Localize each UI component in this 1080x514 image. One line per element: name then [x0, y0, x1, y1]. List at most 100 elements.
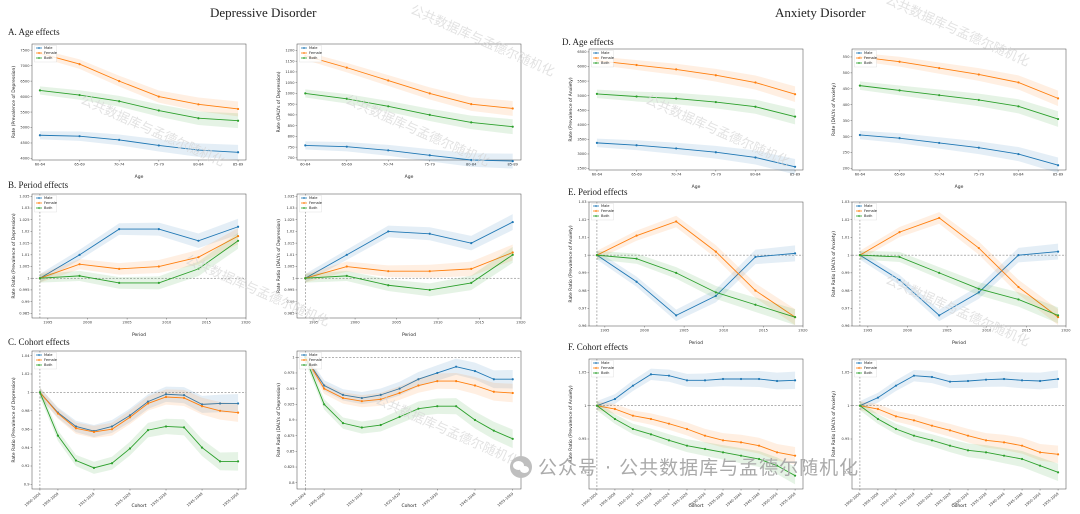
data-point — [164, 425, 168, 428]
data-point — [470, 281, 473, 285]
y-tick-label: 0.985 — [284, 312, 294, 316]
legend-marker — [303, 47, 305, 49]
x-tick-label: 1920-1924 — [916, 491, 934, 507]
data-point — [714, 151, 717, 154]
data-point — [930, 424, 934, 427]
confidence-band — [859, 52, 1059, 107]
data-point — [703, 434, 707, 437]
x-tick-label: 1955-1959 — [1042, 491, 1060, 507]
y-tick-label: 0.9 — [844, 471, 850, 475]
legend-label: Both — [864, 214, 872, 218]
series-line — [39, 134, 239, 153]
y-tick-label: 1 — [292, 355, 294, 359]
confidence-band — [39, 232, 239, 290]
data-point — [379, 398, 382, 401]
y-tick-label: 1.02 — [21, 372, 29, 376]
data-point — [428, 154, 431, 157]
data-point — [428, 288, 431, 292]
data-point — [754, 156, 757, 159]
data-point — [1017, 298, 1020, 301]
legend-label: Both — [44, 363, 52, 367]
y-tick-label: 3500 — [577, 138, 587, 142]
confidence-band — [596, 401, 796, 485]
legend-label: Both — [44, 206, 52, 210]
data-point — [78, 274, 81, 277]
data-point — [387, 270, 390, 273]
data-point — [898, 137, 901, 140]
data-point — [157, 265, 160, 268]
y-tick-label: 1050 — [285, 81, 295, 85]
data-point — [197, 149, 200, 152]
x-tick-label: 85-89 — [1053, 173, 1064, 177]
data-point — [110, 462, 114, 465]
x-tick-label: 60-64 — [300, 163, 311, 167]
x-tick-label: 2015 — [1022, 329, 1031, 333]
y-tick-label: 1.03 — [21, 206, 29, 210]
legend-marker — [595, 372, 597, 374]
data-point — [360, 396, 363, 400]
data-point — [754, 255, 757, 259]
data-point — [341, 396, 345, 400]
legend-marker — [595, 362, 597, 364]
y-tick-label: 1.05 — [841, 371, 849, 375]
x-tick-label: 60-64 — [35, 163, 46, 167]
data-point — [595, 92, 599, 96]
legend-label: Female — [309, 358, 323, 362]
y-axis-label: Rate Ratio (DALYs of Depression) — [276, 219, 282, 293]
data-point — [1020, 379, 1024, 382]
data-point — [1056, 471, 1060, 474]
y-tick-label: 0.975 — [284, 371, 294, 375]
y-tick-label: 0.925 — [284, 403, 294, 407]
data-point — [417, 384, 420, 387]
legend-label: Both — [601, 61, 609, 65]
data-point — [128, 414, 132, 417]
x-tick-label: 70-74 — [383, 163, 394, 167]
data-point — [1038, 379, 1042, 383]
data-point — [938, 314, 941, 317]
x-tick-label: 2000 — [83, 321, 93, 325]
data-point — [182, 396, 186, 400]
legend-label: Female — [601, 56, 615, 60]
data-point — [323, 403, 326, 406]
y-tick-label: 1.01 — [21, 253, 29, 257]
y-tick-label: 0.99 — [578, 271, 587, 275]
x-tick-label: 2010 — [719, 329, 729, 333]
data-point — [775, 464, 779, 467]
confidence-band — [859, 401, 1059, 482]
data-point — [1002, 454, 1006, 457]
data-point — [754, 303, 757, 306]
confidence-band — [859, 250, 1059, 324]
legend-marker — [858, 372, 860, 374]
x-axis-label: Age — [135, 174, 144, 180]
data-point — [635, 144, 638, 147]
legend-marker — [38, 354, 40, 356]
y-tick-label: 0.99 — [286, 300, 295, 304]
x-tick-label: 1945-1949 — [186, 491, 204, 507]
data-point — [182, 426, 186, 429]
chart-panel: 0.9 0.95 1 1.05 1900-1904 1905-1909 1910-1914 1… — [830, 355, 1070, 509]
data-point — [128, 416, 132, 419]
confidence-band — [39, 131, 239, 160]
data-point — [685, 427, 689, 431]
data-point — [197, 117, 200, 120]
data-point — [492, 390, 495, 393]
data-point — [74, 427, 78, 430]
y-tick-label: 0.985 — [19, 312, 29, 316]
data-point — [236, 151, 240, 154]
data-point — [345, 274, 348, 277]
data-point — [1056, 97, 1060, 100]
x-axis-label: Period — [952, 340, 966, 346]
data-point — [92, 430, 96, 434]
y-tick-label: 0.8 — [289, 481, 295, 485]
y-tick-label: 450 — [843, 87, 851, 91]
data-point — [649, 373, 653, 376]
chart-svg: 200 250 300 350 400 450 500 550 60-64 65-69 70-74 7… — [831, 48, 1067, 190]
y-tick-label: 1.01 — [578, 236, 586, 240]
chart-panel: 200 250 300 350 400 450 500 550 60-64 65-69 70-74 7… — [830, 45, 1070, 190]
data-point — [197, 103, 200, 106]
confidence-band — [305, 352, 513, 408]
data-point — [218, 402, 222, 405]
data-point — [511, 251, 514, 254]
data-point — [984, 439, 988, 442]
x-tick-label: 2005 — [123, 321, 132, 325]
